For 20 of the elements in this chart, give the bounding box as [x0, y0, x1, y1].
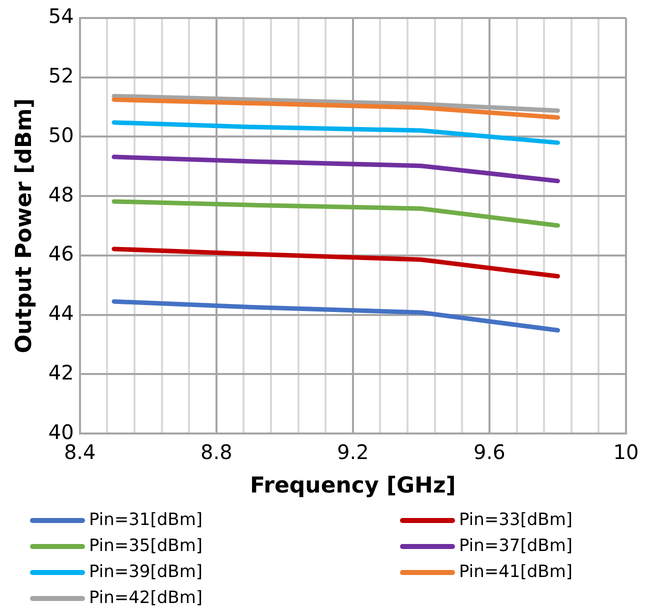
y-tick-label: 44: [48, 301, 74, 326]
x-tick-label: 9.2: [337, 440, 369, 464]
y-tick-label: 48: [48, 182, 74, 206]
legend-label: Pin=33[dBm]: [459, 510, 573, 530]
legend-label: Pin=35[dBm]: [89, 536, 203, 556]
legend-label: Pin=41[dBm]: [459, 562, 573, 582]
legend-label: Pin=39[dBm]: [89, 562, 203, 582]
y-tick-label: 42: [48, 360, 74, 384]
x-axis-title: Frequency [GHz]: [250, 474, 456, 499]
x-tick-label: 8.8: [200, 440, 232, 464]
x-tick-label: 10: [613, 440, 639, 464]
legend-label: Pin=37[dBm]: [459, 536, 573, 556]
y-tick-label: 54: [48, 4, 74, 28]
y-tick-label: 50: [48, 122, 74, 147]
legend-label: Pin=42[dBm]: [89, 588, 203, 608]
y-tick-label: 46: [48, 242, 74, 266]
legend-label: Pin=31[dBm]: [89, 510, 203, 530]
x-tick-label: 9.6: [474, 440, 506, 464]
y-axis-title: Output Power [dBm]: [12, 98, 37, 354]
y-tick-label: 52: [48, 64, 74, 88]
